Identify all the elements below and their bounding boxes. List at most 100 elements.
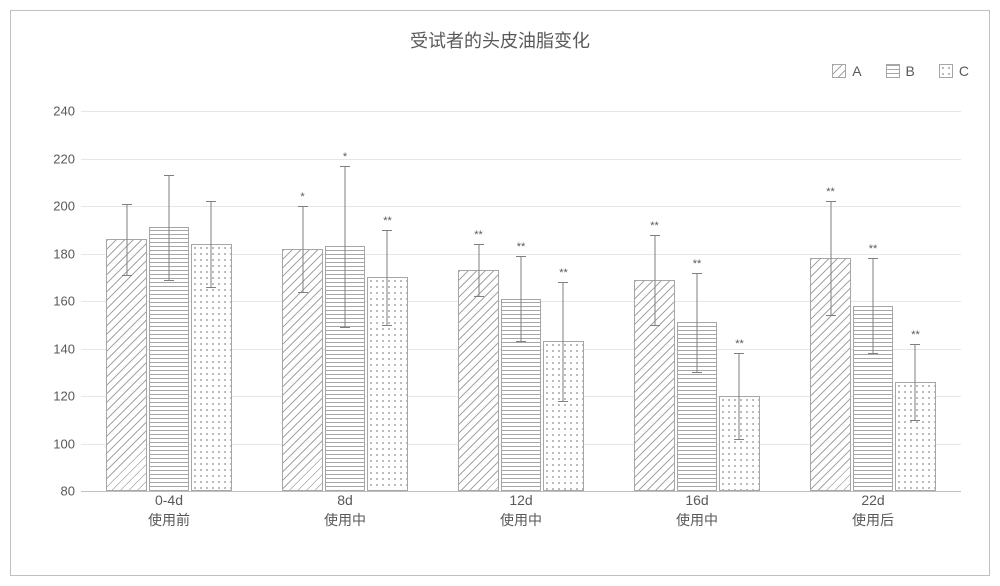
significance-label: **: [517, 242, 526, 253]
x-axis-label: 16d使用中: [609, 491, 785, 530]
errorbar-cap: [474, 296, 484, 297]
errorbar-cap: [868, 258, 878, 259]
errorbar-cap: [164, 280, 174, 281]
legend-label-c: C: [959, 63, 969, 79]
legend-item-c: C: [939, 63, 969, 79]
errorbar-cap: [206, 287, 216, 288]
errorbar-line: [654, 235, 655, 325]
gridline: [81, 159, 961, 160]
y-tick-label: 180: [41, 246, 75, 261]
errorbar-cap: [692, 273, 702, 274]
y-tick-label: 240: [41, 104, 75, 119]
x-axis-label-bottom: 使用中: [257, 511, 433, 531]
errorbar-cap: [298, 292, 308, 293]
errorbar-cap: [826, 201, 836, 202]
gridline: [81, 206, 961, 207]
errorbar-line: [345, 166, 346, 328]
errorbar-cap: [382, 230, 392, 231]
y-tick-label: 100: [41, 436, 75, 451]
x-axis-label-bottom: 使用中: [609, 511, 785, 531]
errorbar-cap: [868, 353, 878, 354]
x-axis-label: 0-4d使用前: [81, 491, 257, 530]
significance-label: **: [735, 339, 744, 350]
errorbar-line: [169, 175, 170, 280]
significance-label: **: [650, 221, 659, 232]
errorbar-cap: [910, 344, 920, 345]
y-tick-label: 80: [41, 484, 75, 499]
chart-root: 受试者的头皮油脂变化 A B C 80 100 120 140 160 180 200 220…: [0, 0, 1000, 586]
x-axis-label-top: 8d: [257, 491, 433, 511]
legend-swatch-c: [939, 64, 953, 78]
y-tick-label: 220: [41, 151, 75, 166]
x-axis-label-top: 22d: [785, 491, 961, 511]
y-tick-label: 160: [41, 294, 75, 309]
errorbar-cap: [122, 204, 132, 205]
y-tick-label: 200: [41, 199, 75, 214]
legend: A B C: [832, 63, 969, 79]
x-axis-label-bottom: 使用后: [785, 511, 961, 531]
errorbar-line: [478, 244, 479, 296]
significance-label: *: [300, 192, 304, 203]
significance-label: **: [474, 230, 483, 241]
errorbar-cap: [206, 201, 216, 202]
errorbar-cap: [734, 353, 744, 354]
errorbar-cap: [298, 206, 308, 207]
errorbar-line: [126, 204, 127, 275]
errorbar-line: [302, 206, 303, 292]
errorbar-cap: [826, 315, 836, 316]
errorbar-line: [521, 256, 522, 342]
errorbar-cap: [734, 439, 744, 440]
legend-item-a: A: [832, 63, 861, 79]
chart-frame: 受试者的头皮油脂变化 A B C 80 100 120 140 160 180 200 220…: [10, 10, 990, 576]
errorbar-line: [387, 230, 388, 325]
errorbar-cap: [340, 327, 350, 328]
legend-label-b: B: [906, 63, 915, 79]
x-axis-label-top: 16d: [609, 491, 785, 511]
errorbar-line: [697, 273, 698, 373]
plot-area: 80100120140160180200220240**************…: [81, 111, 961, 492]
significance-label: **: [559, 268, 568, 279]
errorbar-cap: [382, 325, 392, 326]
errorbar-cap: [122, 275, 132, 276]
x-axis-label: 22d使用后: [785, 491, 961, 530]
legend-item-b: B: [886, 63, 915, 79]
x-axis-label-bottom: 使用前: [81, 511, 257, 531]
x-axis-label-top: 0-4d: [81, 491, 257, 511]
significance-label: **: [693, 259, 702, 270]
legend-label-a: A: [852, 63, 861, 79]
errorbar-cap: [164, 175, 174, 176]
significance-label: **: [826, 187, 835, 198]
errorbar-cap: [516, 256, 526, 257]
chart-title: 受试者的头皮油脂变化: [11, 27, 989, 53]
errorbar-cap: [558, 282, 568, 283]
gridline: [81, 111, 961, 112]
errorbar-line: [830, 201, 831, 315]
legend-swatch-b: [886, 64, 900, 78]
x-axis-label: 12d使用中: [433, 491, 609, 530]
errorbar-line: [873, 258, 874, 353]
significance-label: **: [869, 244, 878, 255]
errorbar-cap: [650, 235, 660, 236]
significance-label: **: [911, 330, 920, 341]
errorbar-cap: [910, 420, 920, 421]
errorbar-cap: [558, 401, 568, 402]
errorbar-line: [211, 201, 212, 287]
errorbar-cap: [692, 372, 702, 373]
bar-a: [106, 239, 146, 491]
x-axis-label-bottom: 使用中: [433, 511, 609, 531]
y-tick-label: 140: [41, 341, 75, 356]
legend-swatch-a: [832, 64, 846, 78]
significance-label: *: [343, 152, 347, 163]
errorbar-cap: [516, 341, 526, 342]
errorbar-cap: [474, 244, 484, 245]
errorbar-cap: [650, 325, 660, 326]
errorbar-line: [563, 282, 564, 401]
errorbar-line: [915, 344, 916, 420]
bar-a: [458, 270, 498, 491]
y-tick-label: 120: [41, 389, 75, 404]
x-axis-label-top: 12d: [433, 491, 609, 511]
errorbar-line: [739, 353, 740, 439]
errorbar-cap: [340, 166, 350, 167]
x-axis-label: 8d使用中: [257, 491, 433, 530]
significance-label: **: [383, 216, 392, 227]
